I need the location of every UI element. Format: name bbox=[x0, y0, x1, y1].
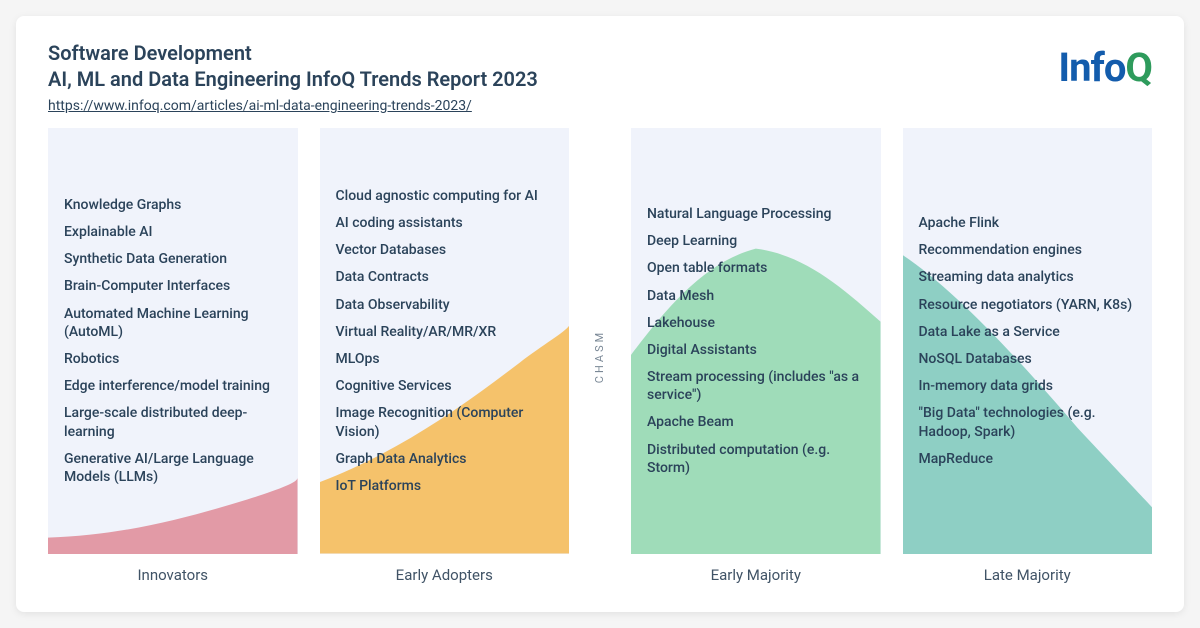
logo-q-text: Q bbox=[1125, 44, 1152, 91]
list-item: Apache Beam bbox=[647, 413, 865, 431]
column-label: Innovators bbox=[48, 566, 298, 584]
column-body: Knowledge Graphs Explainable AI Synthetic … bbox=[48, 128, 298, 554]
chasm-divider: CHASM bbox=[591, 128, 609, 584]
list-item: Distributed computation (e.g. Storm) bbox=[647, 441, 865, 477]
column-label: Late Majority bbox=[903, 566, 1153, 584]
list-item: Virtual Reality/AR/MR/XR bbox=[336, 323, 554, 341]
infoq-logo: InfoQ bbox=[1058, 44, 1152, 91]
list-item: Explainable AI bbox=[64, 223, 282, 241]
list-item: "Big Data" technologies (e.g. Hadoop, Sp… bbox=[919, 404, 1137, 440]
title-block: Software Development AI, ML and Data Eng… bbox=[48, 40, 1058, 114]
column-body: Cloud agnostic computing for AI AI coding… bbox=[320, 128, 570, 554]
column-items: Cloud agnostic computing for AI AI coding… bbox=[336, 187, 554, 495]
title-line-1: Software Development bbox=[48, 40, 1058, 66]
list-item: Data Lake as a Service bbox=[919, 323, 1137, 341]
list-item: Streaming data analytics bbox=[919, 268, 1137, 286]
column-body: Natural Language Processing Deep Learning… bbox=[631, 128, 881, 554]
list-item: NoSQL Databases bbox=[919, 350, 1137, 368]
list-item: Data Contracts bbox=[336, 268, 554, 286]
list-item: AI coding assistants bbox=[336, 214, 554, 232]
list-item: Resource negotiators (YARN, K8s) bbox=[919, 296, 1137, 314]
column-body: Apache Flink Recommendation engines Stream… bbox=[903, 128, 1153, 554]
list-item: Cognitive Services bbox=[336, 377, 554, 395]
list-item: Data Observability bbox=[336, 296, 554, 314]
list-item: Robotics bbox=[64, 350, 282, 368]
column-label: Early Adopters bbox=[320, 566, 570, 584]
chasm-label: CHASM bbox=[594, 329, 607, 382]
list-item: Automated Machine Learning (AutoML) bbox=[64, 305, 282, 341]
column-items: Natural Language Processing Deep Learning… bbox=[647, 205, 865, 477]
title-line-2: AI, ML and Data Engineering InfoQ Trends… bbox=[48, 66, 1058, 92]
list-item: Edge interference/model training bbox=[64, 377, 282, 395]
list-item: Natural Language Processing bbox=[647, 205, 865, 223]
list-item: Synthetic Data Generation bbox=[64, 250, 282, 268]
list-item: Graph Data Analytics bbox=[336, 450, 554, 468]
list-item: MLOps bbox=[336, 350, 554, 368]
column-late_majority: Apache Flink Recommendation engines Stream… bbox=[903, 128, 1153, 584]
column-label: Early Majority bbox=[631, 566, 881, 584]
column-innovators: Knowledge Graphs Explainable AI Synthetic … bbox=[48, 128, 298, 584]
list-item: In-memory data grids bbox=[919, 377, 1137, 395]
list-item: Brain-Computer Interfaces bbox=[64, 277, 282, 295]
list-item: Apache Flink bbox=[919, 214, 1137, 232]
column-early_adopters: Cloud agnostic computing for AI AI coding… bbox=[320, 128, 570, 584]
list-item: Lakehouse bbox=[647, 314, 865, 332]
list-item: Generative AI/Large Language Models (LLM… bbox=[64, 450, 282, 486]
logo-info-text: Info bbox=[1058, 44, 1125, 91]
column-early_majority: Natural Language Processing Deep Learning… bbox=[631, 128, 881, 584]
source-url-link[interactable]: https://www.infoq.com/articles/ai-ml-dat… bbox=[48, 98, 472, 114]
list-item: Data Mesh bbox=[647, 287, 865, 305]
list-item: Recommendation engines bbox=[919, 241, 1137, 259]
header: Software Development AI, ML and Data Eng… bbox=[48, 40, 1152, 114]
list-item: Large-scale distributed deep-learning bbox=[64, 404, 282, 440]
column-items: Knowledge Graphs Explainable AI Synthetic … bbox=[64, 196, 282, 486]
list-item: Knowledge Graphs bbox=[64, 196, 282, 214]
report-card: Software Development AI, ML and Data Eng… bbox=[16, 16, 1184, 612]
list-item: Vector Databases bbox=[336, 241, 554, 259]
list-item: Open table formats bbox=[647, 259, 865, 277]
adoption-columns: Knowledge Graphs Explainable AI Synthetic … bbox=[48, 128, 1152, 584]
list-item: IoT Platforms bbox=[336, 477, 554, 495]
list-item: Stream processing (includes "as a servic… bbox=[647, 368, 865, 404]
list-item: Digital Assistants bbox=[647, 341, 865, 359]
list-item: Cloud agnostic computing for AI bbox=[336, 187, 554, 205]
list-item: Image Recognition (Computer Vision) bbox=[336, 404, 554, 440]
column-items: Apache Flink Recommendation engines Stream… bbox=[919, 214, 1137, 468]
list-item: Deep Learning bbox=[647, 232, 865, 250]
list-item: MapReduce bbox=[919, 450, 1137, 468]
